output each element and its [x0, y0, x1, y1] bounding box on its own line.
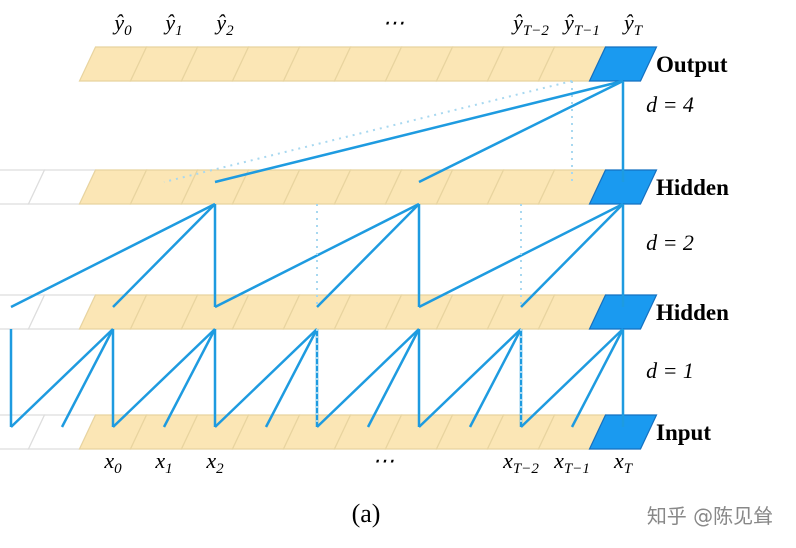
- layer-label: Input: [656, 420, 711, 445]
- output-label: ŷ0: [112, 10, 132, 39]
- symbol: x: [613, 448, 624, 473]
- symbol: ŷ: [622, 10, 634, 35]
- output-label: ŷT: [622, 10, 644, 39]
- input-label: x0: [103, 448, 122, 477]
- symbol: x: [205, 448, 216, 473]
- cell: [588, 169, 658, 205]
- connection: [214, 328, 318, 428]
- connection: [112, 203, 216, 308]
- symbol: x: [502, 448, 513, 473]
- connection: [520, 203, 624, 308]
- layer-label: Output: [656, 52, 728, 77]
- connection: [570, 328, 625, 428]
- subscript: 0: [114, 461, 122, 477]
- dilation-label: d = 2: [646, 230, 694, 255]
- subscript: 2: [226, 23, 234, 39]
- watermark: 知乎 @陈见耸: [647, 504, 773, 528]
- caption: (a): [352, 499, 381, 528]
- symbol: x: [154, 448, 165, 473]
- connection: [112, 328, 216, 428]
- symbol: ŷ: [214, 10, 226, 35]
- subscript: T−1: [574, 23, 600, 39]
- symbol: ŷ: [562, 10, 574, 35]
- symbol: ŷ: [511, 10, 523, 35]
- input-label: xT−1: [553, 448, 590, 477]
- symbol: ⋯: [382, 10, 404, 35]
- subscript: T−2: [513, 461, 539, 477]
- output-label: ŷT−1: [562, 10, 600, 39]
- symbol: x: [553, 448, 564, 473]
- output-label: ŷT−2: [511, 10, 549, 39]
- connection: [214, 202, 420, 309]
- subscript: T−2: [523, 23, 549, 39]
- subscript: T−1: [564, 461, 590, 477]
- output-label: ŷ1: [163, 10, 182, 39]
- subscript: T: [624, 461, 634, 477]
- cell: [588, 46, 658, 82]
- dilation-label: d = 1: [646, 358, 694, 383]
- cell: [588, 294, 658, 330]
- connection: [163, 80, 573, 183]
- connection: [10, 202, 216, 309]
- connection: [418, 202, 624, 309]
- connection: [520, 328, 624, 428]
- subscript: 1: [175, 23, 183, 39]
- symbol: ŷ: [163, 10, 175, 35]
- cells: [0, 46, 658, 450]
- connection: [418, 79, 624, 184]
- connection: [264, 328, 319, 428]
- input-label: x1: [154, 448, 172, 477]
- subscript: T: [634, 23, 644, 39]
- connection: [468, 328, 523, 428]
- cell: [588, 414, 658, 450]
- layer-label: Hidden: [656, 300, 729, 325]
- symbol: x: [103, 448, 114, 473]
- input-label: xT: [613, 448, 634, 477]
- connection: [418, 328, 522, 428]
- connection: [316, 203, 420, 308]
- links: [9, 79, 625, 428]
- connection: [60, 328, 115, 428]
- output-label: ⋯: [382, 10, 404, 35]
- subscript: 2: [216, 461, 224, 477]
- subscript: 0: [124, 23, 132, 39]
- connection: [366, 328, 421, 428]
- output-label: ŷ2: [214, 10, 234, 39]
- connection: [214, 79, 624, 184]
- connection: [10, 328, 114, 428]
- input-label: x2: [205, 448, 224, 477]
- connection: [162, 328, 217, 428]
- symbol: ŷ: [112, 10, 124, 35]
- subscript: 1: [165, 461, 173, 477]
- dilation-label: d = 4: [646, 92, 694, 117]
- input-label: ⋯: [372, 448, 394, 473]
- symbol: ⋯: [372, 448, 394, 473]
- connection: [316, 328, 420, 428]
- input-label: xT−2: [502, 448, 539, 477]
- layer-label: Hidden: [656, 175, 729, 200]
